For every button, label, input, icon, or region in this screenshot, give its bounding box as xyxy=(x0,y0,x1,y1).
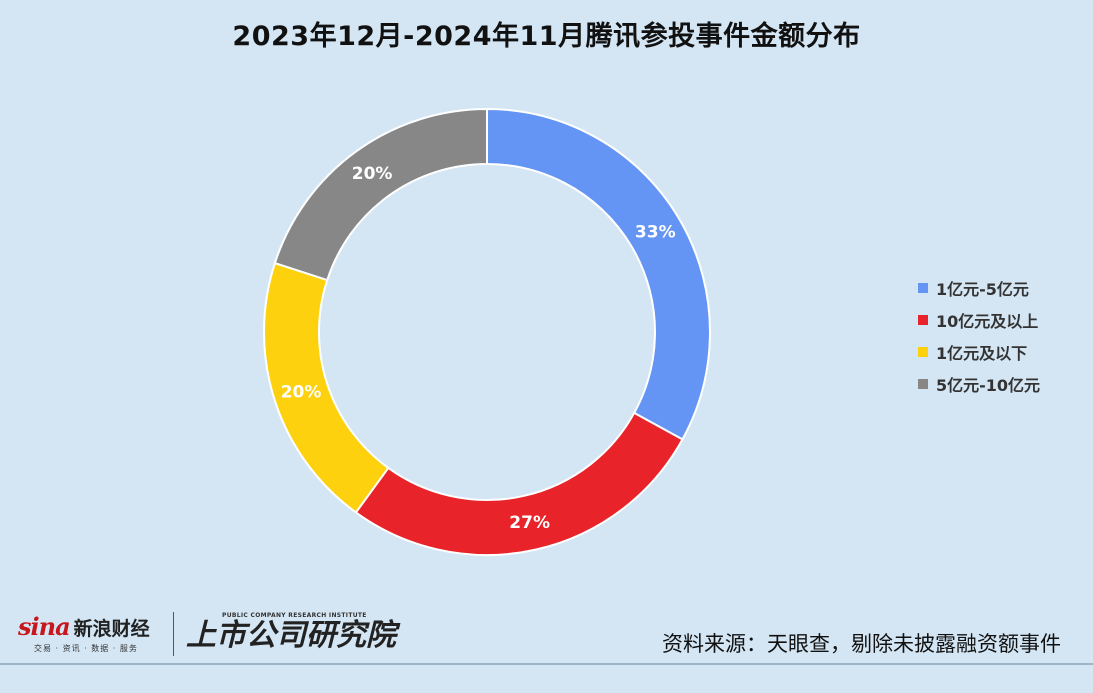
legend-label: 5亿元-10亿元 xyxy=(936,376,1041,395)
legend-label: 1亿元及以下 xyxy=(936,344,1028,363)
legend-swatch xyxy=(918,283,928,293)
legend-item: 5亿元-10亿元 xyxy=(918,368,1040,400)
footer-divider-line xyxy=(0,663,1093,665)
sina-logo-tagline: 交易 · 资讯 · 数据 · 服务 xyxy=(34,644,138,653)
legend-item: 10亿元及以上 xyxy=(918,304,1040,336)
chart-title: 2023年12月-2024年11月腾讯参投事件金额分布 xyxy=(232,21,861,52)
source-note: 资料来源：天眼查，剔除未披露融资额事件 xyxy=(662,632,1061,656)
donut-chart: 33% 27% 20% 20% xyxy=(263,107,711,556)
sina-logo-name: 新浪财经 xyxy=(73,618,150,640)
donut-slice xyxy=(486,107,711,441)
legend-item: 1亿元及以下 xyxy=(918,336,1040,368)
slice-data-label: 20% xyxy=(281,382,322,402)
chart-legend: 1亿元-5亿元 10亿元及以上 1亿元及以下 5亿元-10亿元 xyxy=(918,272,1040,400)
logo-divider xyxy=(173,612,174,656)
legend-item: 1亿元-5亿元 xyxy=(918,272,1040,304)
legend-swatch xyxy=(918,379,928,389)
donut-slice xyxy=(273,107,488,282)
legend-label: 10亿元及以上 xyxy=(936,312,1039,331)
slice-data-label: 33% xyxy=(635,222,676,242)
institute-english-name: PUBLIC COMPANY RESEARCH INSTITUTE xyxy=(222,612,367,619)
sina-logo-mark: sina xyxy=(18,612,71,641)
research-institute-logo: PUBLIC COMPANY RESEARCH INSTITUTE 上市公司研究… xyxy=(186,612,396,653)
sina-finance-logo: sina 新浪财经 交易 · 资讯 · 数据 · 服务 xyxy=(18,612,150,654)
institute-chinese-name: 上市公司研究院 xyxy=(186,618,396,653)
legend-swatch xyxy=(918,347,928,357)
legend-label: 1亿元-5亿元 xyxy=(936,280,1029,299)
donut-slice xyxy=(354,411,684,556)
slice-data-label: 27% xyxy=(509,513,550,533)
legend-swatch xyxy=(918,315,928,325)
slice-data-label: 20% xyxy=(352,164,393,184)
